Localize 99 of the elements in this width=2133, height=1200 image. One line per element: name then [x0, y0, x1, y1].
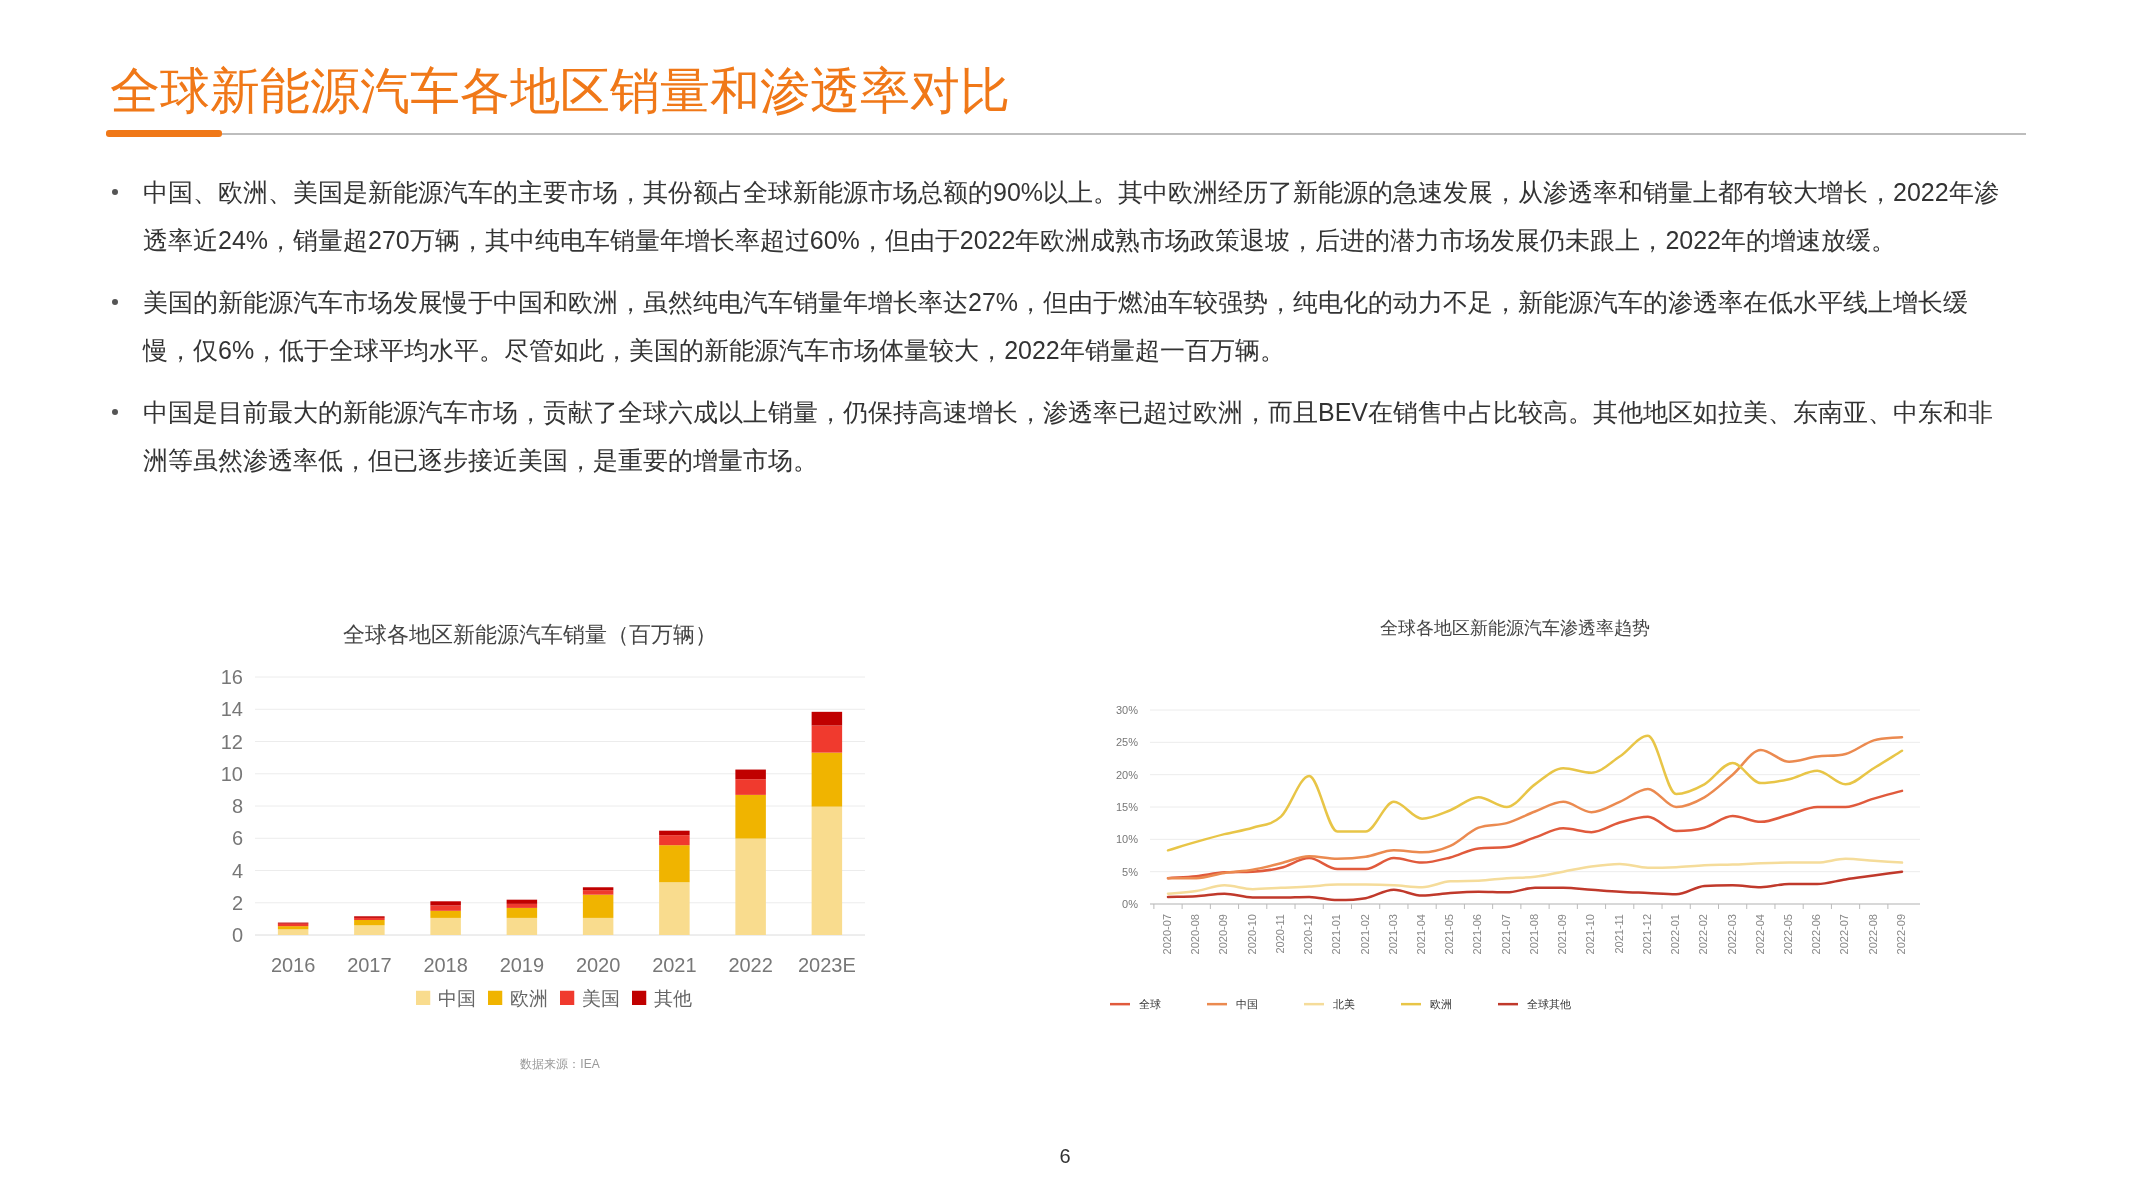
bar: [811, 711, 843, 726]
text: 中国是目前最大的新能源汽车市场，贡献了全球六成以上销量，仍保持高速增长，渗透率已超过欧洲，而且BEV在销售中占比较高。其他地区如拉美、东南亚、中东和非洲等虽然渗透率低，但已逐步接近美国，是重要的增量市场。: [143, 398, 1994, 474]
line-series: [1166, 857, 1904, 895]
bar: [582, 917, 614, 935]
x-tick-label: 2023E: [797, 954, 856, 976]
y-tick-label: 10: [220, 762, 243, 785]
bar: [506, 907, 538, 918]
text: 全球新能源汽车各地区销量和渗透率对比: [110, 62, 1010, 121]
x-tick-label: 2020-10: [1245, 914, 1258, 955]
y-tick-label: 5%: [1122, 865, 1139, 878]
bar: [430, 901, 461, 906]
legend-label: 其他: [654, 988, 693, 1009]
text: 6: [1058, 1145, 1072, 1168]
y-tick-label: 20%: [1115, 768, 1139, 781]
x-tick-label: 2022-05: [1781, 914, 1794, 955]
x-tick-label: 2022-08: [1866, 914, 1879, 955]
y-tick-label: 16: [220, 666, 243, 688]
y-tick-label: 0: [231, 924, 243, 946]
x-tick-label: 2021-10: [1584, 914, 1597, 955]
bar: [659, 830, 690, 836]
text: 美国的新能源汽车市场发展慢于中国和欧洲，虽然纯电汽车销量年增长率达27%，但由于燃油车较强势，纯电化的动力不足，新能源汽车的渗透率在低水平线上增长缓慢，仅6%，低于全球平均水平。尽管如此，美国的新能源汽车市场体量较大，2022年销量超一百万辆。: [143, 288, 1969, 364]
x-tick-label: 2021-01: [1330, 914, 1343, 955]
line-series: [1166, 870, 1904, 902]
x-tick-label: 2020-09: [1217, 914, 1230, 955]
x-tick-label: 2022-06: [1810, 914, 1823, 955]
x-tick-label: 2021-03: [1386, 914, 1399, 955]
y-tick-label: 15%: [1115, 800, 1139, 813]
x-tick-label: 2022-03: [1725, 914, 1738, 955]
text: 中国、欧洲、美国是新能源汽车的主要市场，其份额占全球新能源市场总额的90%以上。其中欧洲经历了新能源的急速发展，从渗透率和销量上都有较大增长，2022年渗透率近24%，销量超270万辆，其中纯电车销量年增长率超过60%，但由于2022年欧洲成熟市场政策退坡，后进的潜力市场发展仍未跟上，2022年的增速放缓。: [143, 178, 1999, 254]
legend-label: 中国: [438, 988, 477, 1009]
y-tick-label: 14: [220, 698, 243, 721]
x-tick-label: 2021-02: [1358, 914, 1371, 955]
x-tick-label: 2022-07: [1838, 914, 1851, 955]
bar: [582, 887, 614, 891]
bar: [506, 903, 538, 908]
y-tick-label: 4: [231, 859, 243, 882]
legend-label: 全球: [1139, 998, 1161, 1010]
bar: [811, 806, 843, 935]
bar: [735, 779, 766, 795]
chart-title: 全球各地区新能源汽车销量（百万辆）: [343, 622, 717, 647]
y-tick-label: 2: [231, 891, 243, 914]
bar: [735, 794, 766, 839]
bar: [735, 838, 766, 935]
x-tick-label: 2021-09: [1556, 914, 1569, 955]
chart-title: 全球各地区新能源汽车渗透率趋势: [1380, 618, 1650, 638]
x-tick-label: 2021-06: [1471, 914, 1484, 955]
line-series: [1166, 735, 1904, 880]
x-tick-label: 2021-11: [1612, 914, 1625, 954]
x-tick-label: 2017: [347, 954, 392, 976]
y-tick-label: 30%: [1115, 703, 1139, 716]
x-tick-label: 2021-12: [1640, 914, 1653, 955]
x-tick-label: 2016: [270, 954, 316, 976]
bar: [430, 905, 461, 911]
x-tick-label: 2022-04: [1753, 914, 1766, 955]
x-tick-label: 2018: [423, 954, 468, 976]
bar: [582, 894, 614, 918]
legend-label: 中国: [1236, 998, 1258, 1010]
y-tick-label: 8: [231, 795, 243, 817]
legend-label: 欧洲: [510, 988, 549, 1009]
legend-label: 北美: [1333, 998, 1355, 1010]
legend-label: 全球其他: [1527, 998, 1571, 1010]
bar: [659, 882, 690, 935]
y-tick-label: 10%: [1115, 833, 1139, 846]
bar: [430, 910, 461, 918]
bar: [277, 929, 309, 935]
x-tick-label: 2020-08: [1189, 914, 1202, 955]
x-tick-label: 2022-01: [1669, 914, 1682, 955]
line-series: [1166, 734, 1904, 852]
bar: [506, 899, 538, 904]
bar: [659, 845, 690, 883]
x-tick-label: 2021: [652, 954, 697, 976]
y-tick-label: 6: [231, 827, 243, 850]
x-tick-label: 2022: [728, 954, 773, 976]
x-tick-label: 2022-02: [1697, 914, 1710, 955]
legend-label: 美国: [582, 988, 621, 1009]
x-tick-label: 2021-04: [1414, 914, 1427, 955]
x-tick-label: 2019: [499, 954, 545, 976]
x-tick-label: 2020: [575, 954, 621, 976]
bar: [354, 925, 385, 935]
bar: [811, 725, 843, 753]
x-tick-label: 2021-08: [1527, 914, 1540, 955]
bar: [659, 835, 690, 846]
x-tick-label: 2020-07: [1160, 914, 1173, 955]
bar: [354, 920, 385, 926]
x-tick-label: 2022-09: [1894, 914, 1907, 955]
x-tick-label: 2021-05: [1443, 914, 1456, 955]
y-tick-label: 0%: [1122, 897, 1139, 910]
bar: [582, 890, 614, 895]
x-tick-label: 2020-11: [1273, 914, 1286, 954]
bar: [430, 917, 461, 935]
bar: [735, 769, 766, 780]
bar: [506, 917, 538, 935]
x-tick-label: 2020-12: [1302, 914, 1315, 955]
x-tick-label: 2021-07: [1499, 914, 1512, 955]
y-tick-label: 25%: [1115, 736, 1139, 749]
source-note: 数据来源：IEA: [520, 1057, 600, 1071]
bar: [811, 752, 843, 807]
y-tick-label: 12: [220, 730, 243, 753]
legend-label: 欧洲: [1430, 998, 1452, 1010]
